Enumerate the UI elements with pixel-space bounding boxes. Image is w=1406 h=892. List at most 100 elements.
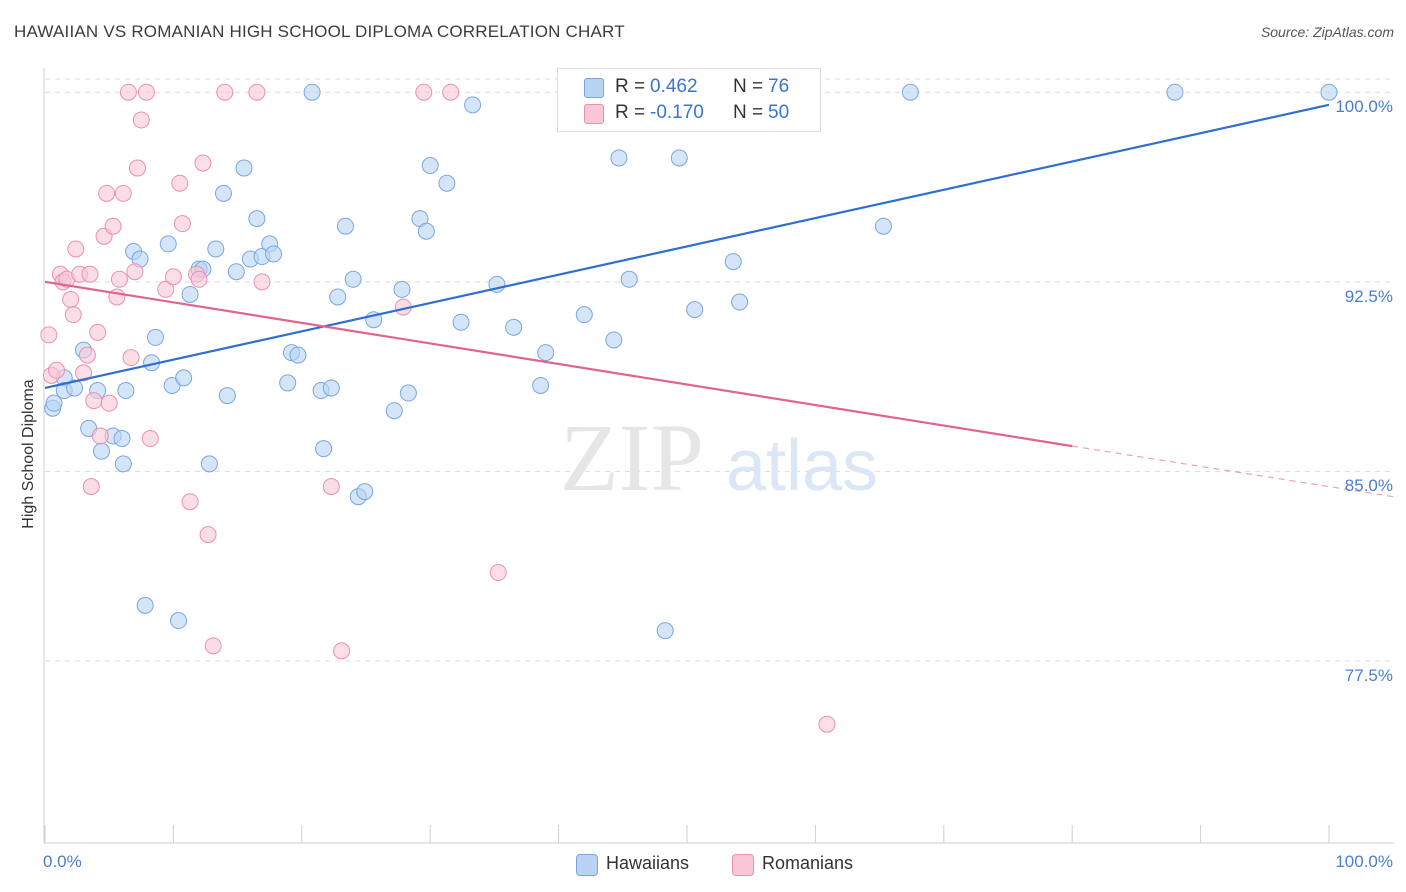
hawaiian-point (464, 96, 482, 114)
hawaiian-point (656, 622, 674, 640)
hawaiian-point (66, 379, 84, 397)
hawaiian-point (248, 210, 266, 228)
hawaiian-point (117, 382, 135, 400)
romanian-point (141, 430, 159, 448)
hawaiian-point (505, 318, 523, 336)
watermark-atlas: atlas (726, 426, 878, 506)
hawaiian-point (279, 374, 297, 392)
hawaiian-point (114, 455, 132, 473)
romanian-point (100, 394, 118, 412)
romanian-point (199, 526, 217, 544)
hawaiian-point (421, 157, 439, 175)
y-tick-label: 92.5% (1344, 286, 1393, 306)
legend-row-hawaiians: R = 0.462 N = 76 (558, 75, 820, 101)
romanian-point (157, 280, 175, 298)
romanian-point (194, 154, 212, 172)
r-value: 0.462 (650, 76, 698, 97)
romanian-point (253, 273, 271, 291)
hawaiian-point (344, 270, 362, 288)
romanian-point (104, 217, 122, 235)
romanian-point (48, 361, 66, 379)
romanian-point (164, 268, 182, 286)
romanian-point (64, 306, 82, 324)
trend-lines (44, 103, 1395, 498)
hawaiian-point (417, 222, 435, 240)
hawaiian-point (322, 379, 340, 397)
hawaiian-point (724, 253, 742, 271)
legend-row-romanians: R = -0.170 N = 50 (558, 101, 820, 127)
hawaiian-point (265, 245, 283, 263)
x-tick-max: 100.0% (1335, 852, 1393, 871)
hawaiian-point (92, 442, 110, 460)
romanian-point (190, 270, 208, 288)
hawaiian-point (438, 174, 456, 192)
hawaiian-point (146, 328, 164, 346)
chart-title: HAWAIIAN VS ROMANIAN HIGH SCHOOL DIPLOMA… (14, 22, 625, 41)
hawaiian-point (874, 217, 892, 235)
romanian-point (137, 83, 155, 101)
n-value: 76 (768, 76, 790, 97)
hawaiian-point (113, 430, 131, 448)
romanian-point (67, 240, 85, 258)
source-label: Source: ZipAtlas.com (1260, 24, 1394, 40)
points (40, 83, 1338, 733)
hawaiian-point (315, 440, 333, 458)
legend-label-hawaiians: Hawaiians (606, 853, 690, 873)
romanian-point (248, 83, 266, 101)
hawaiian-point (45, 394, 63, 412)
legend-label-romanians: Romanians (762, 853, 854, 873)
romanian-trend-line (44, 280, 1073, 448)
hawaiian-point (200, 455, 218, 473)
romanian-swatch (584, 104, 604, 124)
hawaiian-point (170, 612, 188, 630)
hawaiian-point (181, 285, 199, 303)
hawaiian-point (235, 159, 253, 177)
romanian-point (122, 349, 140, 367)
hawaiian-point (218, 387, 236, 405)
romanian-point (489, 564, 507, 582)
r-label: R = (615, 102, 646, 123)
watermark-zip: ZIP (560, 404, 704, 511)
hawaiian-swatch (584, 78, 604, 98)
y-tick-label: 77.5% (1344, 665, 1393, 685)
hawaiian-legend-swatch (576, 854, 598, 876)
romanian-point (181, 493, 199, 511)
y-tick-label: 85.0% (1344, 476, 1393, 496)
hawaiian-point (452, 313, 470, 331)
correlation-legend: R = 0.462 N = 76 R = -0.170 N = 50 (557, 68, 821, 132)
romanian-point (171, 174, 189, 192)
hawaiian-point (670, 149, 688, 167)
series-legend: Hawaiians Romanians (0, 852, 1406, 876)
romanian-point (40, 326, 58, 344)
hawaiian-trend-line (44, 103, 1330, 390)
romanian-point (81, 265, 99, 283)
romanian-point (333, 642, 351, 660)
romanian-point (173, 215, 191, 233)
hawaiian-point (399, 384, 417, 402)
hawaiian-point (336, 217, 354, 235)
hawaiian-point (175, 369, 193, 387)
romanian-point (818, 715, 836, 733)
hawaiian-point (385, 402, 403, 420)
romanian-point (75, 364, 93, 382)
romanian-point (132, 111, 150, 129)
romanian-point (119, 83, 137, 101)
hawaiian-point (289, 346, 307, 364)
x-tick-min: 0.0% (43, 852, 82, 871)
hawaiian-point (731, 293, 749, 311)
hawaiian-point (393, 280, 411, 298)
n-value: 50 (768, 102, 790, 123)
hawaiian-point (1166, 83, 1184, 101)
romanian-point (126, 263, 144, 281)
hawaiian-point (227, 263, 245, 281)
hawaiian-point (575, 306, 593, 324)
romanian-point (78, 346, 96, 364)
n-label: N = (733, 76, 764, 97)
romanian-point (204, 637, 222, 655)
romanian-legend-swatch (732, 854, 754, 876)
hawaiian-point (1320, 83, 1338, 101)
hawaiian-point (610, 149, 628, 167)
hawaiian-point (214, 184, 232, 202)
romanian-point (89, 323, 107, 341)
